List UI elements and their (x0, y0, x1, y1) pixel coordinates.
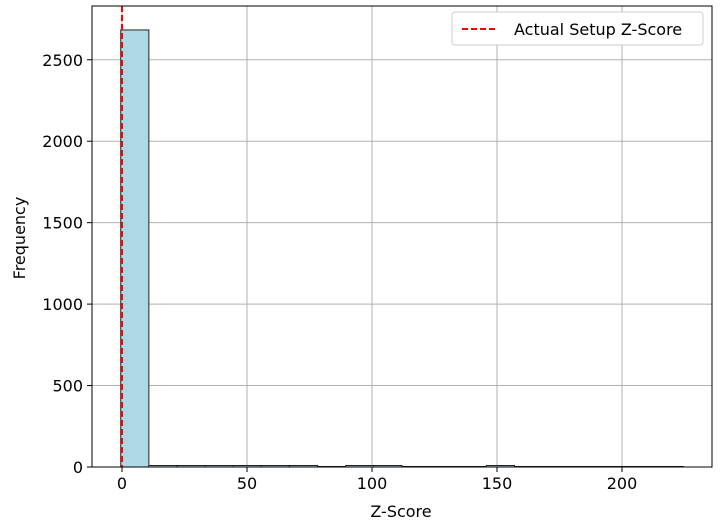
x-tick-label: 100 (357, 474, 388, 493)
y-axis-ticks: 0 500 1000 1500 2000 2500 (42, 51, 92, 477)
x-axis-ticks: 0 50 100 150 200 (117, 467, 637, 493)
legend-label: Actual Setup Z-Score (514, 20, 682, 39)
y-tick-label: 2500 (42, 51, 83, 70)
y-tick-label: 1000 (42, 295, 83, 314)
histogram-bar (120, 29, 150, 468)
grid (92, 6, 712, 468)
x-tick-label: 200 (607, 474, 638, 493)
legend-box (451, 11, 704, 46)
x-tick-label: 150 (482, 474, 513, 493)
x-axis-label: Z-Score (370, 502, 431, 521)
y-tick-label: 2000 (42, 132, 83, 151)
y-tick-label: 0 (73, 458, 83, 477)
x-tick-label: 50 (237, 474, 257, 493)
y-tick-label: 500 (52, 377, 83, 396)
y-axis-label: Frequency (10, 197, 29, 280)
bars (120, 29, 684, 468)
y-tick-label: 1500 (42, 214, 83, 233)
axes-frame (91, 5, 713, 468)
x-tick-label: 0 (117, 474, 127, 493)
legend: Actual Setup Z-Score (451, 11, 704, 46)
